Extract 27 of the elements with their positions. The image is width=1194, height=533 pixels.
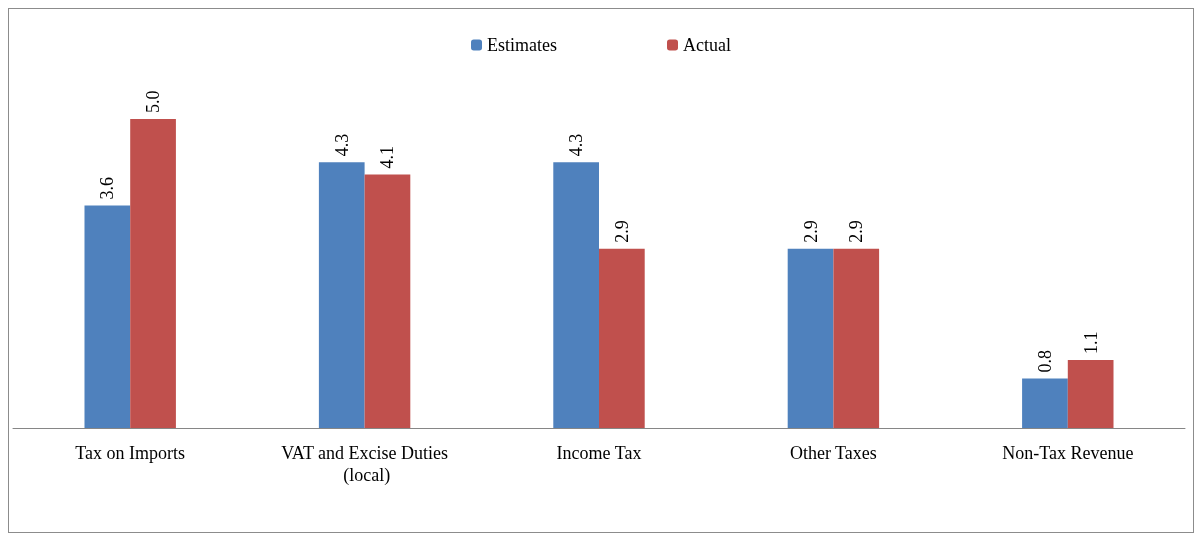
data-label: 4.3 [331,133,352,157]
bar [130,119,176,428]
x-tick-label: Tax on Imports [75,443,186,463]
bar [599,248,645,428]
bar [833,248,880,428]
data-label: 5.0 [143,90,164,113]
data-label: 2.9 [846,220,867,243]
bar [1067,360,1114,428]
bar [1022,378,1068,428]
bar [84,205,131,428]
data-label: 4.1 [377,146,398,169]
x-tick-label: Other Taxes [789,443,877,463]
data-label: 4.3 [566,133,587,157]
data-label: 2.9 [611,220,632,243]
bar [787,248,834,428]
data-label: 2.9 [800,220,821,243]
bar [553,162,599,428]
data-label: 3.6 [97,177,118,200]
x-tick-label: Non-Tax Revenue [1002,443,1134,463]
x-tick-label: Income Tax [556,443,642,463]
bar [318,162,365,428]
legend-label: Estimates [487,35,558,55]
bar [364,174,411,428]
x-tick-label: VAT and Excise Duties (local) [281,443,449,486]
data-label: 1.1 [1080,331,1101,355]
legend-label: Actual [683,35,731,55]
data-label: 0.8 [1034,350,1055,373]
